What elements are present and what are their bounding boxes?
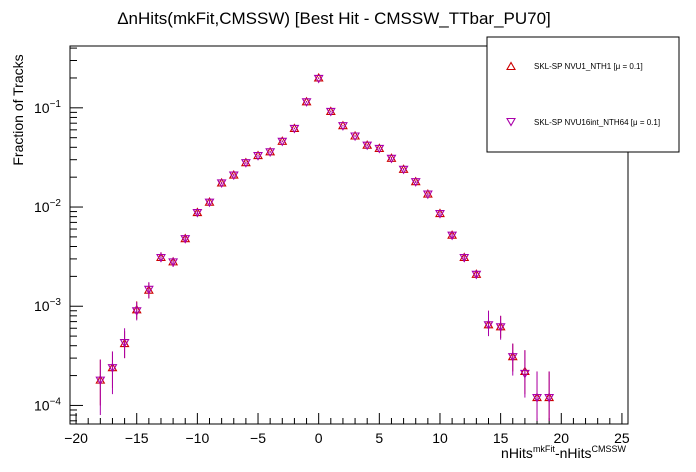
- data-point-down: [204, 198, 215, 208]
- y-tick-label-exponent: −4: [50, 396, 62, 407]
- data-point-up: [313, 72, 324, 82]
- x-tick-label: 10: [432, 430, 448, 446]
- y-tick-label: 10−1: [34, 99, 61, 116]
- x-tick-label: 25: [614, 430, 630, 446]
- data-point-down: [313, 74, 324, 84]
- x-tick-label: −5: [250, 430, 266, 446]
- data-point-down: [532, 394, 542, 403]
- data-point-down: [350, 132, 361, 142]
- data-point-down: [156, 253, 166, 263]
- data-point-down: [289, 124, 300, 134]
- data-point-down: [168, 258, 179, 267]
- x-tick-label: 5: [375, 430, 383, 446]
- y-tick-label-exponent: −1: [50, 99, 62, 110]
- data-point-down: [374, 144, 385, 154]
- data-point-down: [471, 270, 482, 280]
- data-point-down: [180, 235, 191, 244]
- data-point-down: [228, 171, 239, 181]
- legend-box: [486, 36, 680, 153]
- data-points: [95, 72, 555, 421]
- x-axis-label-base-1: nHits: [501, 445, 533, 461]
- legend-label-series-1: SKL-SP NVU1_NTH1 [μ = 0.1]: [534, 62, 643, 71]
- data-point-down: [216, 179, 227, 189]
- legend-label-series-2: SKL-SP NVU16int_NTH64 [μ = 0.1]: [534, 118, 660, 127]
- y-axis-label: Fraction of Tracks: [10, 54, 26, 165]
- legend: SKL-SP NVU1_NTH1 [μ = 0.1] SKL-SP NVU16i…: [486, 36, 680, 153]
- data-point-down: [143, 285, 154, 295]
- data-point-down: [519, 369, 530, 379]
- data-point-down: [265, 148, 276, 157]
- data-point-down: [301, 98, 312, 107]
- data-point-down: [240, 159, 251, 168]
- plot-frame: [69, 45, 629, 425]
- data-point-down: [435, 209, 445, 219]
- x-axis-label: nHitsmkFit-nHitsCMSSW: [501, 444, 626, 461]
- x-tick-label: 20: [553, 430, 569, 446]
- y-tick-label: 10−4: [34, 396, 61, 413]
- y-tick-label-exponent: −3: [50, 297, 62, 308]
- x-tick-label: 15: [493, 430, 509, 446]
- data-point-down: [422, 190, 433, 200]
- data-point-down: [192, 208, 203, 218]
- x-tick-label: −20: [64, 430, 88, 446]
- data-point-down: [95, 376, 106, 386]
- data-point-down: [483, 321, 494, 330]
- y-tick-label-base: 10: [34, 100, 50, 116]
- data-point-down: [253, 152, 263, 161]
- x-tick-label: −10: [185, 430, 209, 446]
- data-point-down: [119, 339, 130, 348]
- data-point-down: [459, 253, 470, 263]
- x-axis-label-base-2: -nHits: [555, 445, 592, 461]
- y-tick-label: 10−2: [34, 198, 61, 215]
- x-tick-label: 0: [315, 430, 323, 446]
- data-point-down: [410, 178, 421, 187]
- x-tick-label: −15: [125, 430, 149, 446]
- data-point-down: [107, 364, 118, 373]
- y-tick-label-base: 10: [34, 397, 50, 413]
- data-point-down: [337, 122, 348, 131]
- data-point-down: [507, 353, 518, 362]
- y-tick-label-base: 10: [34, 298, 50, 314]
- data-point-down: [398, 165, 409, 175]
- data-point-down: [277, 137, 288, 147]
- data-point-down: [495, 323, 506, 332]
- x-axis-ticks: −20 −15 −10 −5 0 5 10 15 20 25: [64, 413, 630, 446]
- y-tick-label-base: 10: [34, 199, 50, 215]
- x-axis-label-sup-1: mkFit: [533, 444, 555, 454]
- data-point-down: [386, 154, 397, 164]
- legend-marker-series-2: [506, 117, 516, 127]
- y-tick-label-exponent: −2: [50, 198, 62, 209]
- chart-title: ΔnHits(mkFit,CMSSW) [Best Hit - CMSSW_TT…: [117, 9, 551, 28]
- y-axis-ticks: 10−410−310−210−1: [34, 47, 83, 422]
- legend-marker-series-1: [506, 61, 516, 71]
- y-tick-label: 10−3: [34, 297, 61, 314]
- data-point-down: [362, 141, 373, 151]
- data-point-down: [447, 231, 458, 241]
- data-point-down: [325, 107, 336, 117]
- data-point-down: [544, 394, 555, 403]
- data-point-down: [131, 307, 142, 316]
- x-axis-label-sup-2: CMSSW: [592, 444, 627, 454]
